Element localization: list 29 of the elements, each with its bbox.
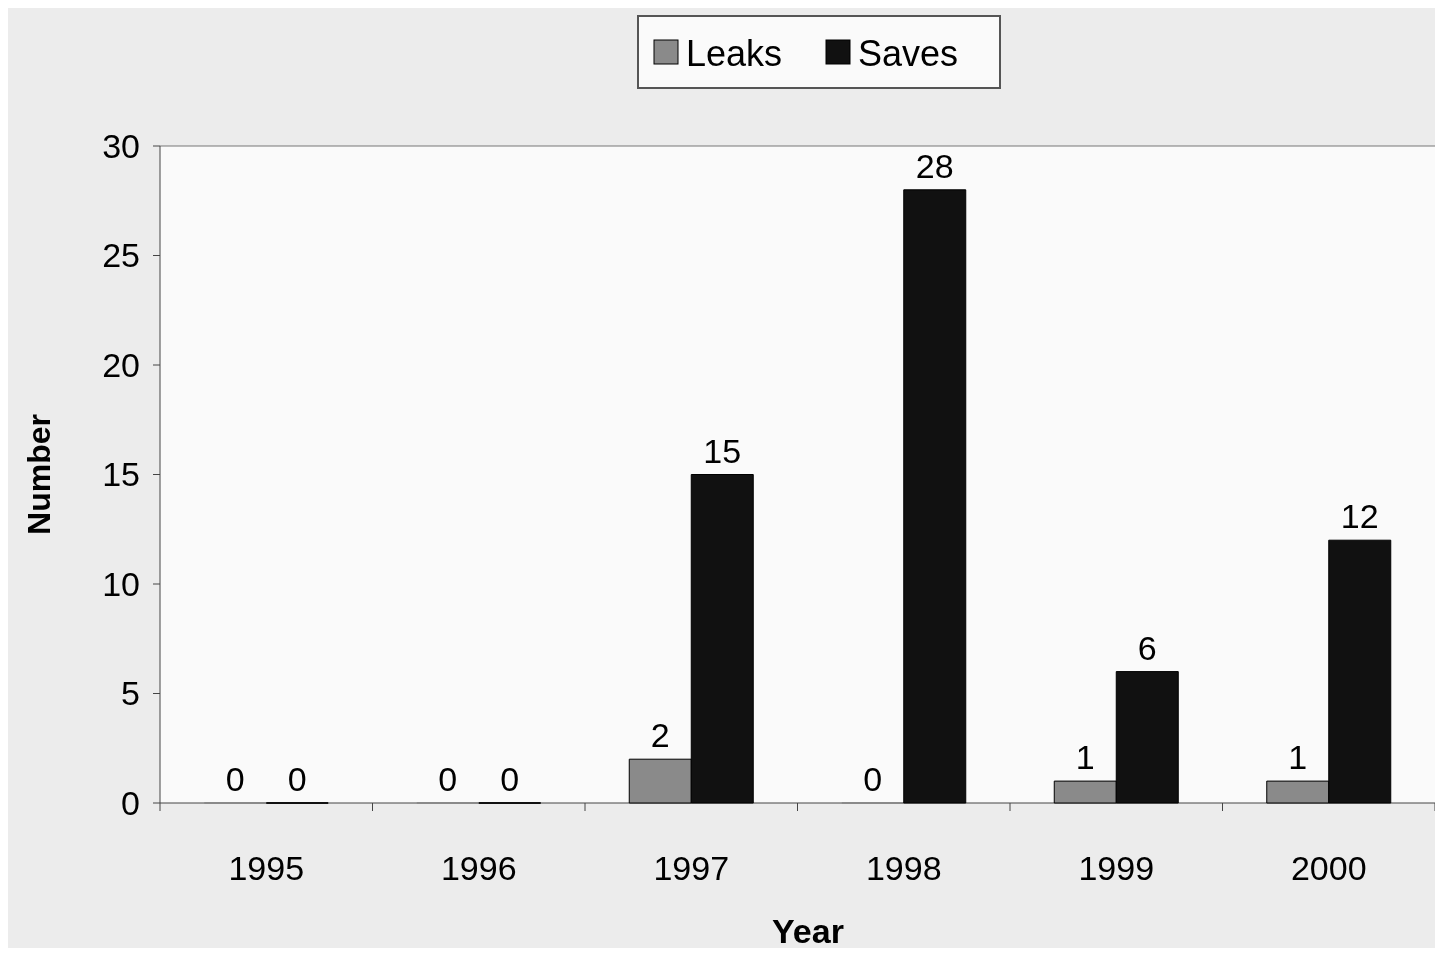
- data-label: 0: [500, 760, 520, 798]
- x-tick-label: 1999: [1078, 849, 1155, 887]
- data-label: 6: [1137, 628, 1157, 667]
- data-label: 0: [225, 760, 245, 798]
- x-tick-label: 1998: [865, 849, 942, 887]
- data-label: 12: [1340, 497, 1379, 536]
- x-axis-title: Year: [772, 912, 844, 950]
- y-tick-label: 30: [102, 126, 140, 165]
- data-label: 0: [287, 760, 307, 798]
- x-tick-label: 1996: [440, 849, 517, 887]
- data-label: 0: [863, 760, 883, 798]
- y-tick-label: 25: [102, 236, 140, 275]
- legend-label: Leaks: [686, 33, 783, 74]
- data-label: 1: [1075, 738, 1095, 777]
- data-label: 0: [438, 760, 458, 798]
- data-label: 1: [1288, 738, 1308, 777]
- y-tick-label: 20: [102, 345, 140, 384]
- x-tick-label: 2000: [1290, 849, 1367, 887]
- data-label: 28: [915, 146, 954, 185]
- y-tick-label: 15: [102, 455, 140, 494]
- y-tick-label: 10: [102, 564, 140, 603]
- x-tick-label: 1997: [653, 849, 730, 887]
- y-axis-title: Number: [21, 414, 57, 535]
- data-label: 15: [703, 431, 742, 470]
- data-label: 2: [650, 716, 670, 755]
- legend-label: Saves: [858, 33, 959, 74]
- y-tick-label: 5: [121, 674, 140, 713]
- x-tick-label: 1995: [228, 849, 305, 887]
- y-tick-label: 0: [121, 783, 140, 822]
